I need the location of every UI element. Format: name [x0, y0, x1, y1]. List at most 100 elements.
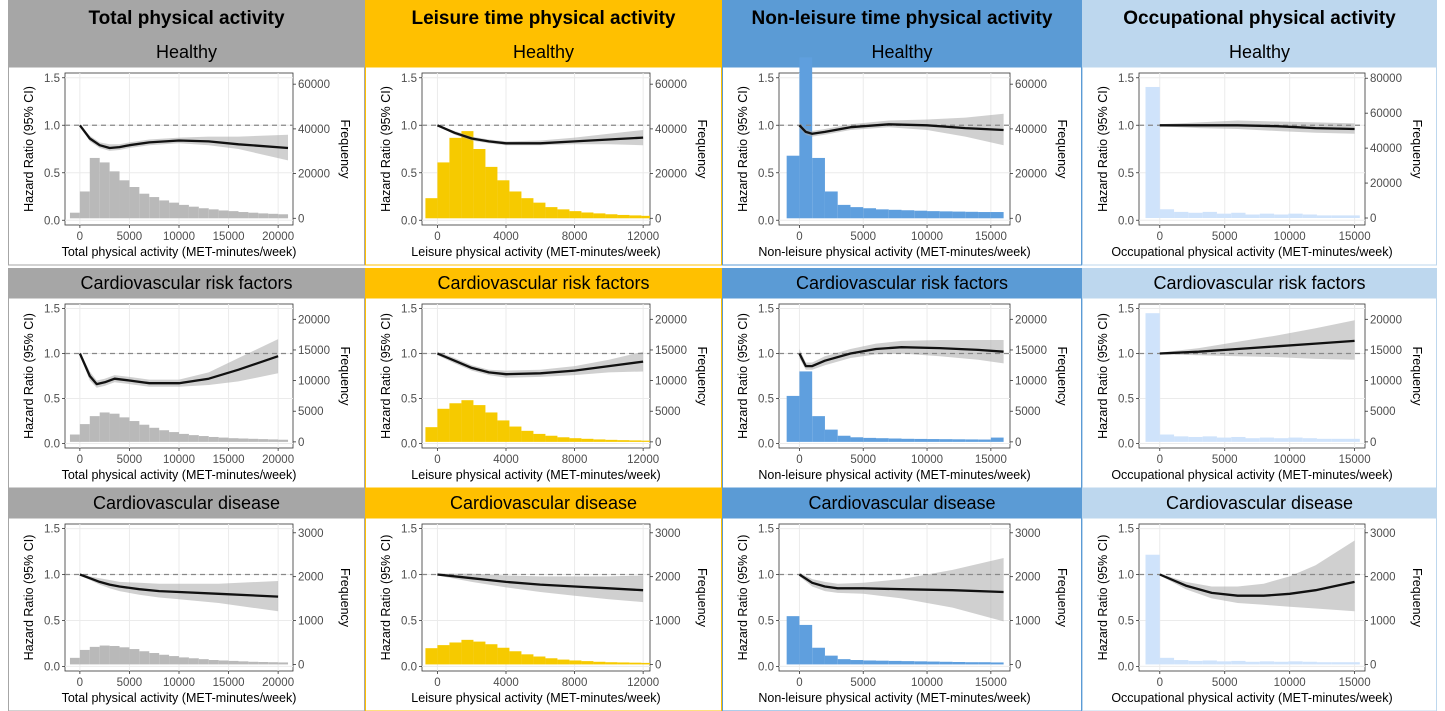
y2-tick-label: 0: [1370, 437, 1376, 449]
histogram-bar: [888, 209, 902, 219]
hazard-ratio-line: [1159, 124, 1355, 131]
histogram-bar: [437, 408, 450, 442]
histogram-bar: [521, 654, 534, 665]
y2-tick-label: 0: [298, 437, 304, 449]
histogram-bar: [258, 439, 269, 442]
histogram-bar: [863, 437, 876, 442]
y-tick-label: 1.0: [44, 120, 60, 132]
ci-ribbon: [799, 113, 1004, 146]
histogram-bar: [497, 420, 510, 442]
histogram-bar: [188, 206, 199, 219]
y-tick-label: 1.5: [401, 524, 417, 536]
histogram-bar: [1159, 434, 1175, 442]
panel-border: [8, 297, 365, 489]
x-tick-label: 15000: [975, 231, 1007, 243]
x-tick-label: 5000: [117, 231, 143, 243]
histogram-bar: [952, 211, 966, 219]
histogram-bar: [473, 149, 486, 219]
histogram-bar: [939, 439, 953, 442]
y2-tick-label: 60000: [1370, 108, 1402, 120]
x-tick-label: 15000: [213, 454, 245, 466]
row-header: Cardiovascular disease: [722, 488, 1082, 518]
row-header: Cardiovascular disease: [1082, 488, 1437, 518]
histogram-bar: [1216, 213, 1232, 219]
histogram-bar: [99, 645, 110, 665]
histogram-bar: [461, 400, 474, 442]
histogram-bar: [228, 211, 239, 219]
column-header: Non-leisure time physical activity: [722, 0, 1082, 37]
x-tick-label: 0: [434, 231, 440, 243]
y-axis-title: Hazard Ratio (95% CI): [736, 313, 750, 439]
panel-border: [365, 297, 722, 489]
x-tick-label: 10000: [911, 231, 943, 243]
y2-tick-label: 3000: [1015, 528, 1041, 540]
y2-tick-label: 2000: [655, 572, 681, 584]
histogram-bar: [228, 660, 239, 665]
histogram-bar: [990, 662, 1004, 665]
histogram-bar: [786, 395, 800, 442]
histogram-bar: [218, 437, 229, 442]
histogram-bar: [89, 416, 100, 442]
y-axis-title: Hazard Ratio (95% CI): [736, 86, 750, 212]
y2-tick-label: 80000: [1370, 73, 1402, 85]
y-tick-label: 0.5: [758, 394, 774, 406]
x-axis-title: Non-leisure physical activity (MET-minut…: [758, 245, 1030, 259]
histogram-bar: [268, 213, 279, 219]
histogram-bar: [1259, 437, 1275, 442]
histogram-bar: [875, 438, 889, 442]
chart-panel: 0.0 0.5 1.0 1.5 0 5000 10000 15000 20000 0 4000 800…: [365, 297, 722, 489]
x-tick-label: 20000: [262, 677, 294, 689]
histogram-bar: [545, 207, 558, 219]
histogram-bar: [1216, 661, 1232, 665]
ci-ribbon: [1159, 120, 1355, 134]
histogram-bar: [629, 662, 642, 665]
histogram-bar: [1316, 215, 1332, 219]
histogram-bar: [569, 660, 582, 665]
chart-panel: 0.0 0.5 1.0 1.5 0 5000 10000 15000 20000 0 5000 100…: [722, 297, 1082, 489]
x-tick-label: 5000: [1212, 231, 1238, 243]
histogram-bar: [1302, 661, 1317, 665]
y-tick-label: 1.5: [401, 304, 417, 316]
histogram-bar: [824, 655, 838, 665]
histogram-bar: [569, 438, 582, 442]
x-tick-label: 12000: [627, 677, 659, 689]
x-tick-label: 0: [77, 677, 83, 689]
histogram-bar: [1345, 438, 1360, 442]
x-tick-label: 15000: [1339, 677, 1371, 689]
chart-panel: 0.0 0.5 1.0 1.5 0 5000 10000 15000 20000 0 5000 100…: [1082, 297, 1437, 489]
row-header: Cardiovascular disease: [365, 488, 722, 518]
hazard-ratio-line: [798, 573, 1004, 594]
y-tick-label: 0.0: [401, 215, 417, 227]
histogram-bar: [169, 432, 179, 442]
histogram-bar: [169, 656, 179, 665]
plot-area: [1138, 72, 1366, 226]
chart-panel: 0.0 0.5 1.0 1.5 0 5000 10000 15000 20000 0 5000 100…: [8, 297, 365, 489]
y2-tick-label: 15000: [1015, 345, 1047, 357]
histogram-bar: [901, 210, 915, 219]
histogram-bar: [449, 403, 462, 442]
histogram-bar: [159, 654, 170, 665]
histogram-bar: [1302, 438, 1317, 442]
chart-panel: 0.0 0.5 1.0 1.5 0 1000 2000 3000 0 4000 8000 12000 L…: [365, 517, 722, 711]
histogram-bar: [914, 661, 928, 665]
histogram-bar: [1245, 214, 1260, 219]
histogram-bar: [888, 660, 902, 665]
x-tick-label: 15000: [975, 454, 1007, 466]
y-tick-label: 1.5: [758, 304, 774, 316]
y-axis-title: Hazard Ratio (95% CI): [379, 535, 393, 661]
panel-border: [722, 66, 1082, 266]
panel-border: [365, 66, 722, 266]
histogram-bar: [875, 209, 889, 219]
x-axis-title: Occupational physical activity (MET-minu…: [1111, 468, 1392, 482]
row-header: Healthy: [722, 37, 1082, 67]
histogram-bar: [1331, 662, 1346, 665]
y-tick-label: 0.0: [1118, 215, 1134, 227]
histogram-bar: [69, 657, 80, 665]
x-tick-label: 10000: [163, 231, 195, 243]
histogram-bar: [837, 204, 851, 219]
histogram-bar: [799, 371, 813, 442]
histogram-bar: [188, 435, 199, 442]
y-tick-label: 1.5: [44, 304, 60, 316]
x-tick-label: 0: [796, 231, 802, 243]
hazard-ratio-line: [1159, 573, 1355, 597]
